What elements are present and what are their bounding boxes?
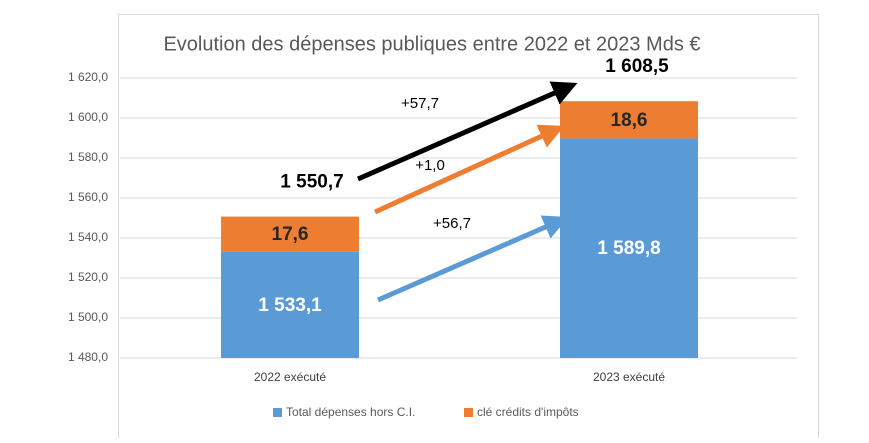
arrow-label: +56,7: [433, 215, 471, 232]
total-label: 1 608,5: [605, 56, 669, 77]
arrow: [373, 124, 565, 215]
chart-title: Evolution des dépenses publiques entre 2…: [163, 33, 700, 55]
y-tick-label: 1 480,0: [68, 350, 108, 364]
bar-segment: [221, 216, 359, 252]
bar-segment: [221, 251, 359, 358]
legend-swatch: [273, 408, 282, 417]
y-tick-label: 1 560,0: [68, 190, 108, 204]
data-label: 17,6: [272, 224, 309, 245]
arrow: [377, 215, 569, 303]
arrow: [356, 81, 578, 182]
data-label: 1 533,1: [258, 295, 322, 316]
y-tick-label: 1 620,0: [68, 70, 108, 84]
bar-segment: [560, 101, 698, 139]
data-label: 1 589,8: [597, 238, 660, 259]
x-tick-label: 2022 exécuté: [254, 370, 326, 384]
y-tick-label: 1 520,0: [68, 270, 108, 284]
y-tick-label: 1 600,0: [68, 110, 108, 124]
y-tick-label: 1 580,0: [68, 150, 108, 164]
bar-segment: [560, 138, 698, 358]
y-tick-label: 1 500,0: [68, 310, 108, 324]
total-label: 1 550,7: [280, 172, 343, 193]
arrow-label: +57,7: [401, 95, 439, 112]
x-tick-label: 2023 exécuté: [593, 370, 665, 384]
legend-label: Total dépenses hors C.I.: [286, 405, 415, 419]
legend-label: clé crédits d'impôts: [477, 405, 579, 419]
data-label: 18,6: [611, 110, 648, 131]
arrow-label: +1,0: [415, 157, 445, 174]
legend-swatch: [464, 408, 473, 417]
y-tick-label: 1 540,0: [68, 230, 108, 244]
